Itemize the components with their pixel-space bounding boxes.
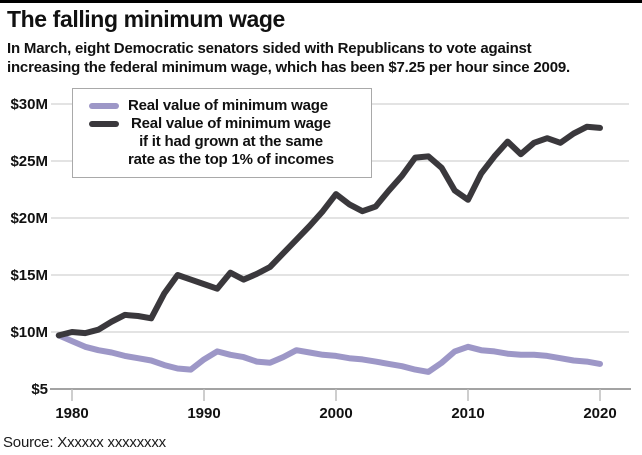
top-border-bar [0, 0, 642, 3]
x-axis-label: 2010 [451, 405, 484, 422]
series-line-top1pct [55, 123, 603, 339]
series-line-real-value [55, 332, 603, 375]
y-axis-label: $10M [10, 324, 48, 341]
x-axis-label: 2000 [319, 405, 352, 422]
page-title: The falling minimum wage [7, 6, 285, 32]
chart-legend: Real value of minimum wage Real value of… [72, 88, 372, 178]
y-axis-label: $15M [10, 267, 48, 284]
source-text: Source: Xxxxxx xxxxxxxx [3, 434, 166, 451]
x-axis-label: 2020 [583, 405, 616, 422]
legend-swatch-real-value [89, 103, 119, 109]
y-axis-label: $25M [10, 153, 48, 170]
legend-swatch-top1pct [89, 121, 119, 127]
subtitle-line-2: increasing the federal minimum wage, whi… [7, 58, 570, 76]
y-axis-label: $30M [10, 96, 48, 113]
x-axis-label: 1990 [187, 405, 220, 422]
legend-item-top1pct: Real value of minimum wage if it had gro… [89, 115, 365, 169]
legend-item-real-value: Real value of minimum wage [89, 97, 365, 115]
y-axis-label: $5 [31, 381, 48, 398]
page-subtitle: In March, eight Democratic senators side… [7, 40, 639, 77]
chart-header: The falling minimum wage In March, eight… [7, 6, 639, 77]
x-axis-label: 1980 [55, 405, 88, 422]
subtitle-line-1: In March, eight Democratic senators side… [7, 40, 532, 57]
legend-label-top1pct: Real value of minimum wage if it had gro… [128, 115, 334, 168]
y-axis-label: $20M [10, 210, 48, 227]
legend-label-real-value: Real value of minimum wage [128, 97, 328, 114]
